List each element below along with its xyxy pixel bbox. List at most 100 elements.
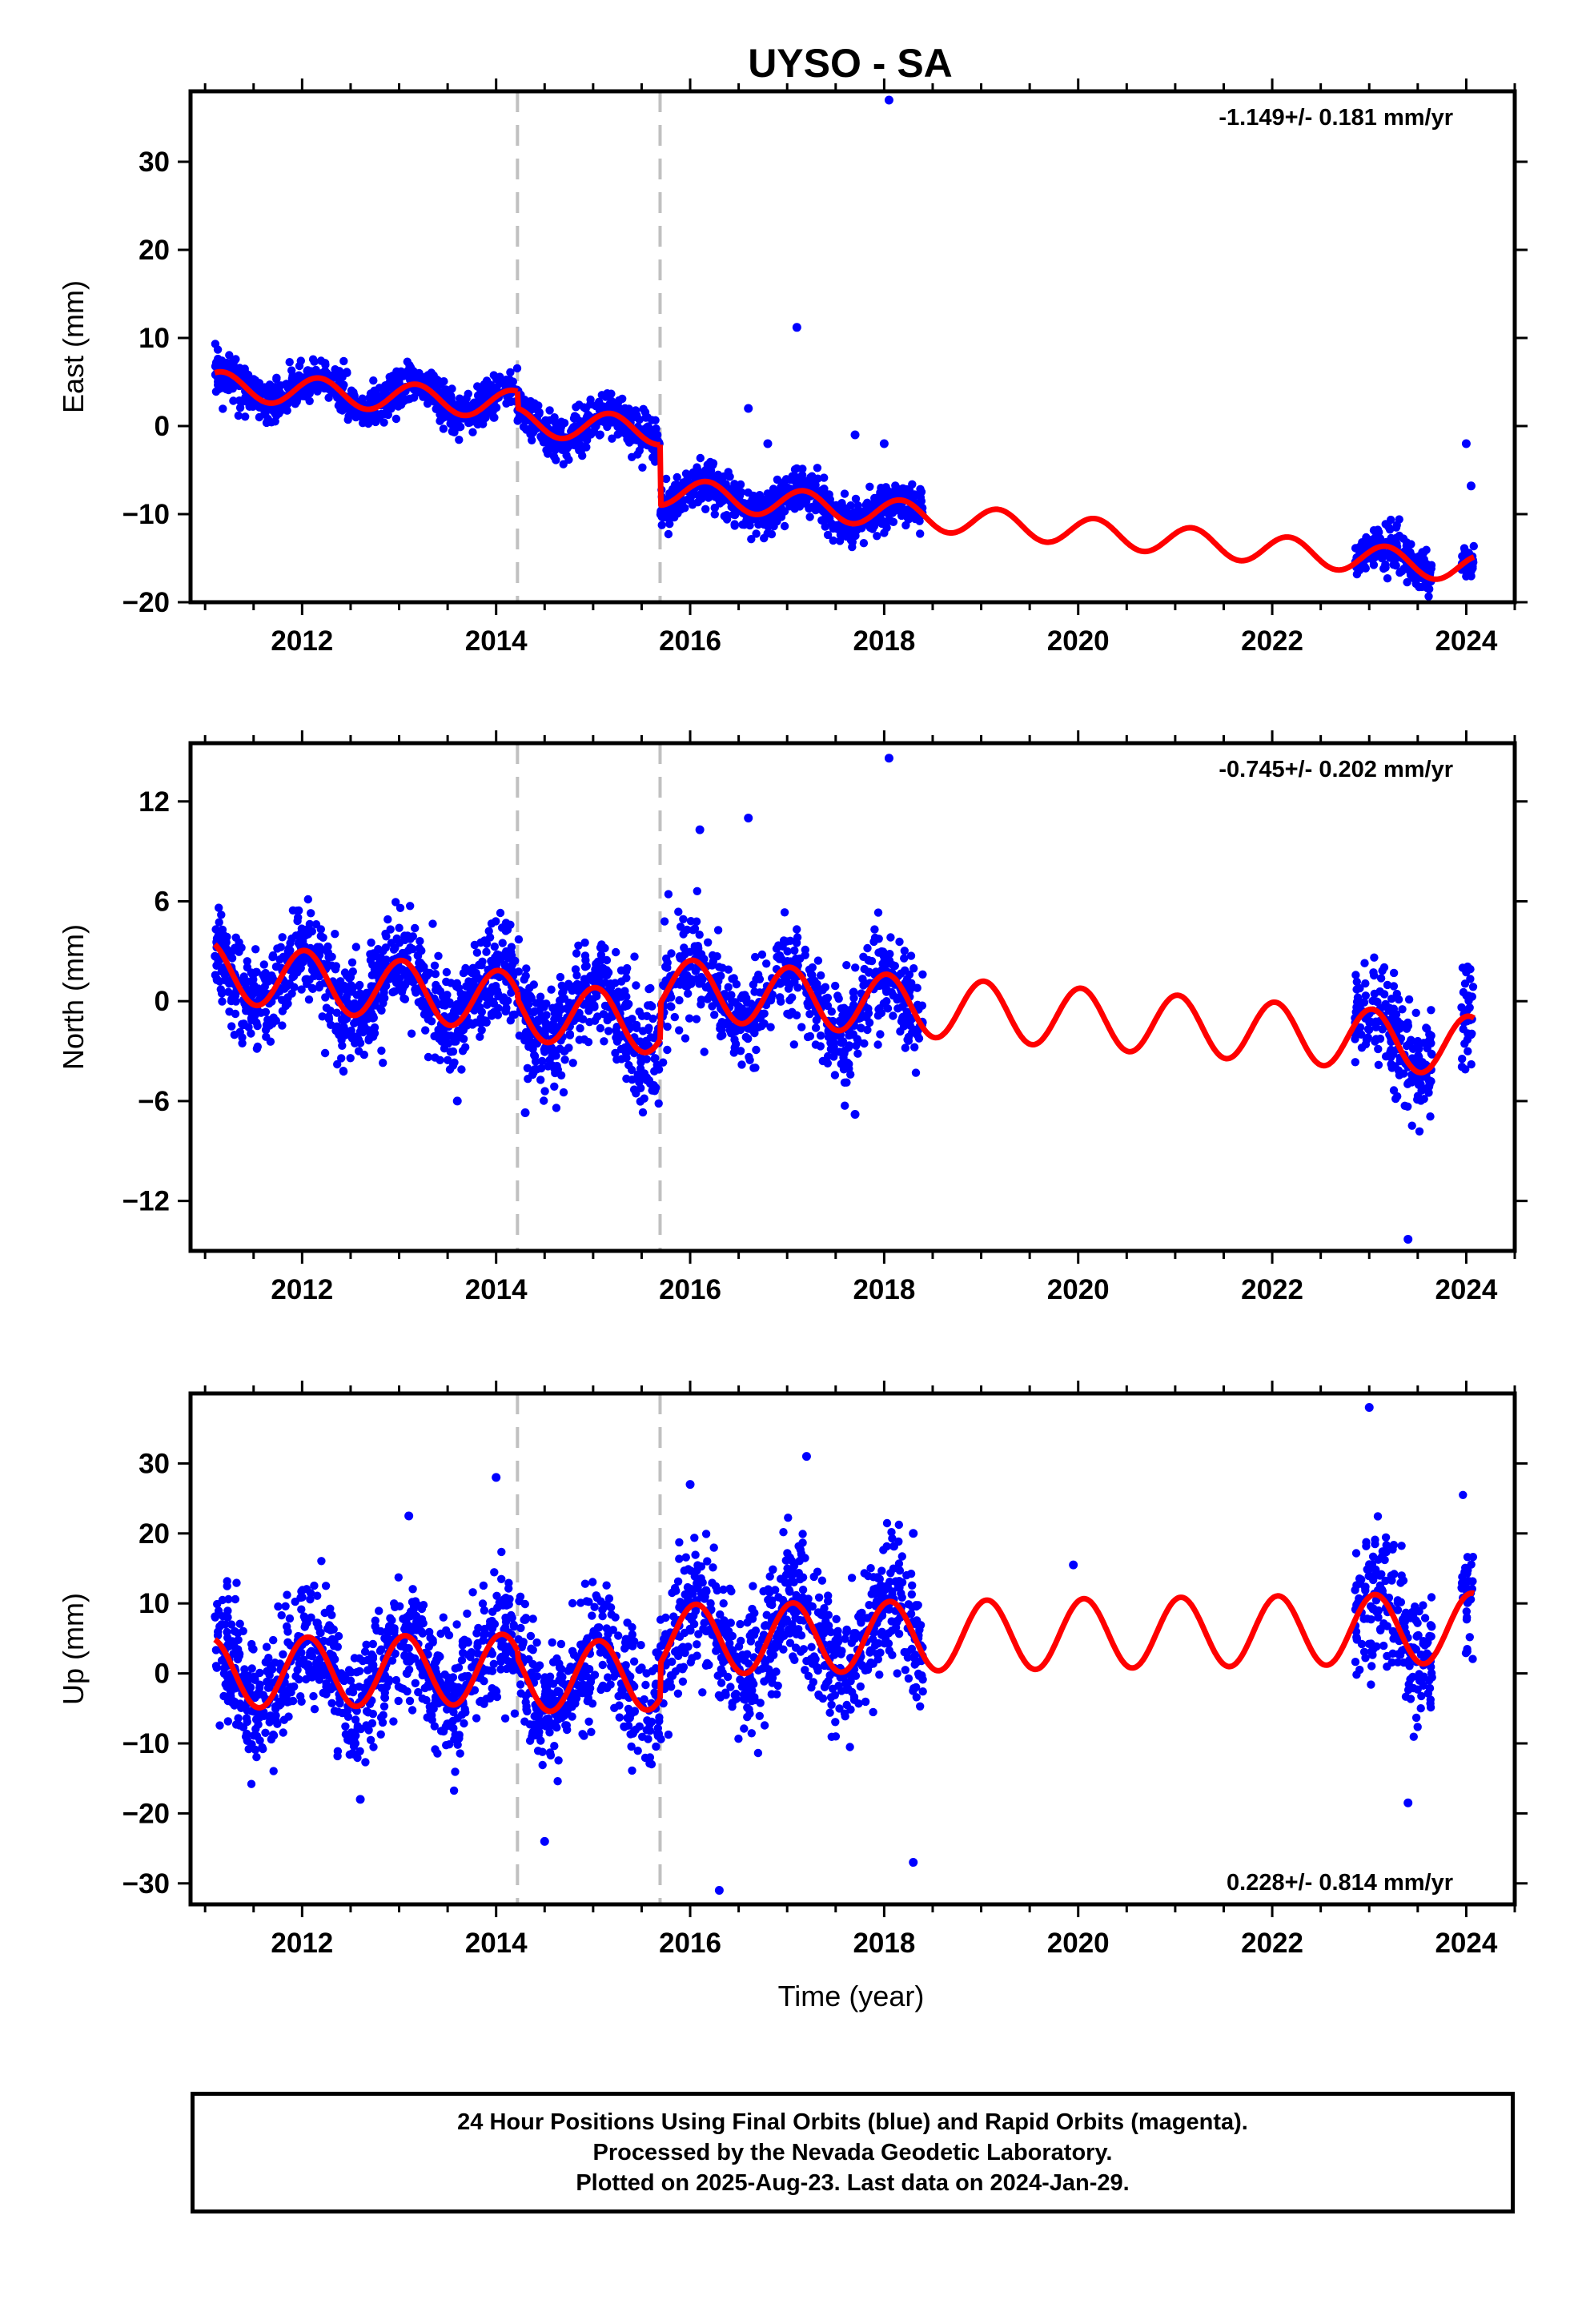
north-point-1719 [845,1007,855,1016]
north-point-1583 [616,1044,626,1054]
north-point-1989 [1374,1060,1383,1070]
north-point-1003 [322,1003,331,1012]
north-point-1254 [856,1023,865,1032]
north-point-1612 [829,1032,838,1042]
north-point-1450 [286,939,295,948]
east-point-1736 [644,422,652,431]
north-point-1454 [596,1023,605,1033]
east-point-1737 [845,527,855,537]
north-point-963 [446,1047,455,1056]
north-point-1736 [536,1076,545,1084]
north-point-234 [304,995,314,1004]
north-point-715 [307,909,315,918]
north-point-2122 [1458,1055,1467,1063]
east-point-1735 [811,480,820,489]
east-point-1033 [769,485,778,493]
north-point-1512 [297,985,306,994]
north-point-1794 [635,1078,644,1087]
north-point-1404 [667,949,676,958]
north-point-1659 [239,1020,248,1030]
north-point-1777 [913,983,921,992]
east-point-1542 [709,460,717,469]
north-point-894 [217,911,226,919]
north-data-points [211,754,1478,1244]
north-point-265 [379,1059,387,1068]
north-point-1622 [584,1001,593,1010]
up-point-76 [598,1660,607,1670]
east-point-213 [468,428,477,436]
north-point-180 [646,983,655,993]
north-point-1418 [876,1030,885,1039]
east-point-395 [673,472,681,482]
north-point-1277 [865,968,873,977]
north-point-1441 [368,1011,378,1020]
north-point-1791 [341,1015,350,1024]
north-point-1823 [408,932,417,941]
east-point-1785 [896,487,905,496]
north-point-776 [227,1022,236,1031]
east-point-1892 [214,375,223,384]
north-point-1414 [374,945,383,954]
north-point-1409 [532,1065,541,1074]
north-point-1811 [254,984,263,993]
north-point-1772 [588,995,597,1003]
east-point-1631 [840,489,849,498]
north-point-670 [521,971,530,980]
north-point-1599 [260,974,269,983]
north-point-1129 [676,923,685,931]
east-point-1766 [323,368,331,377]
north-point-1307 [339,981,349,991]
east-point-1872 [869,521,879,531]
north-point-1731 [810,983,820,992]
north-point-1975 [1370,953,1379,962]
up-point-407 [489,1659,498,1668]
north-point-1707 [741,995,750,1004]
north-point-789 [816,1031,825,1040]
north-point-204 [695,931,704,939]
north-point-1523 [624,1044,633,1054]
north-point-1681 [623,1001,632,1011]
north-point-1518 [691,967,701,975]
north-point-804 [737,1060,746,1069]
north-point-1673 [750,987,759,996]
north-point-1781 [612,1033,620,1043]
north-point-1072 [813,956,823,965]
north-point-933 [278,933,287,942]
east-point-1876 [853,501,862,510]
north-point-854 [259,960,268,969]
north-point-2051 [1361,991,1371,1000]
north-point-876 [476,1032,484,1041]
north-point-1939 [1378,967,1387,975]
east-point-1829 [632,411,641,420]
north-point-1531 [644,1001,652,1010]
north-point-2146 [850,1110,860,1120]
east-point-1449 [506,368,515,377]
north-point-1686 [751,952,760,962]
east-point-2081 [1421,559,1430,568]
north-point-138 [490,942,499,951]
north-point-155 [482,947,491,956]
east-point-1367 [701,505,710,513]
east-point-259 [296,356,305,365]
north-point-2145 [520,1108,530,1117]
north-point-1721 [767,994,776,1003]
up-point-88 [827,1700,836,1709]
up-point-516 [288,1696,298,1706]
north-point-764 [531,1057,540,1066]
east-ytick-label-4: 20 [139,235,170,266]
north-point-578 [337,1054,346,1063]
up-point-415 [907,1590,917,1599]
east-point-1784 [524,425,533,434]
up-point-426 [389,1717,398,1726]
north-point-64 [540,1087,549,1096]
north-point-1757 [877,947,886,956]
north-point-1679 [428,919,437,928]
north-point-1754 [540,999,548,1009]
north-point-1486 [823,1059,833,1068]
north-point-1347 [883,986,892,995]
north-point-848 [483,1000,492,1009]
east-point-753 [773,475,782,485]
north-point-2142 [744,814,753,823]
north-point-721 [243,957,251,966]
east-point-1560 [366,389,375,398]
